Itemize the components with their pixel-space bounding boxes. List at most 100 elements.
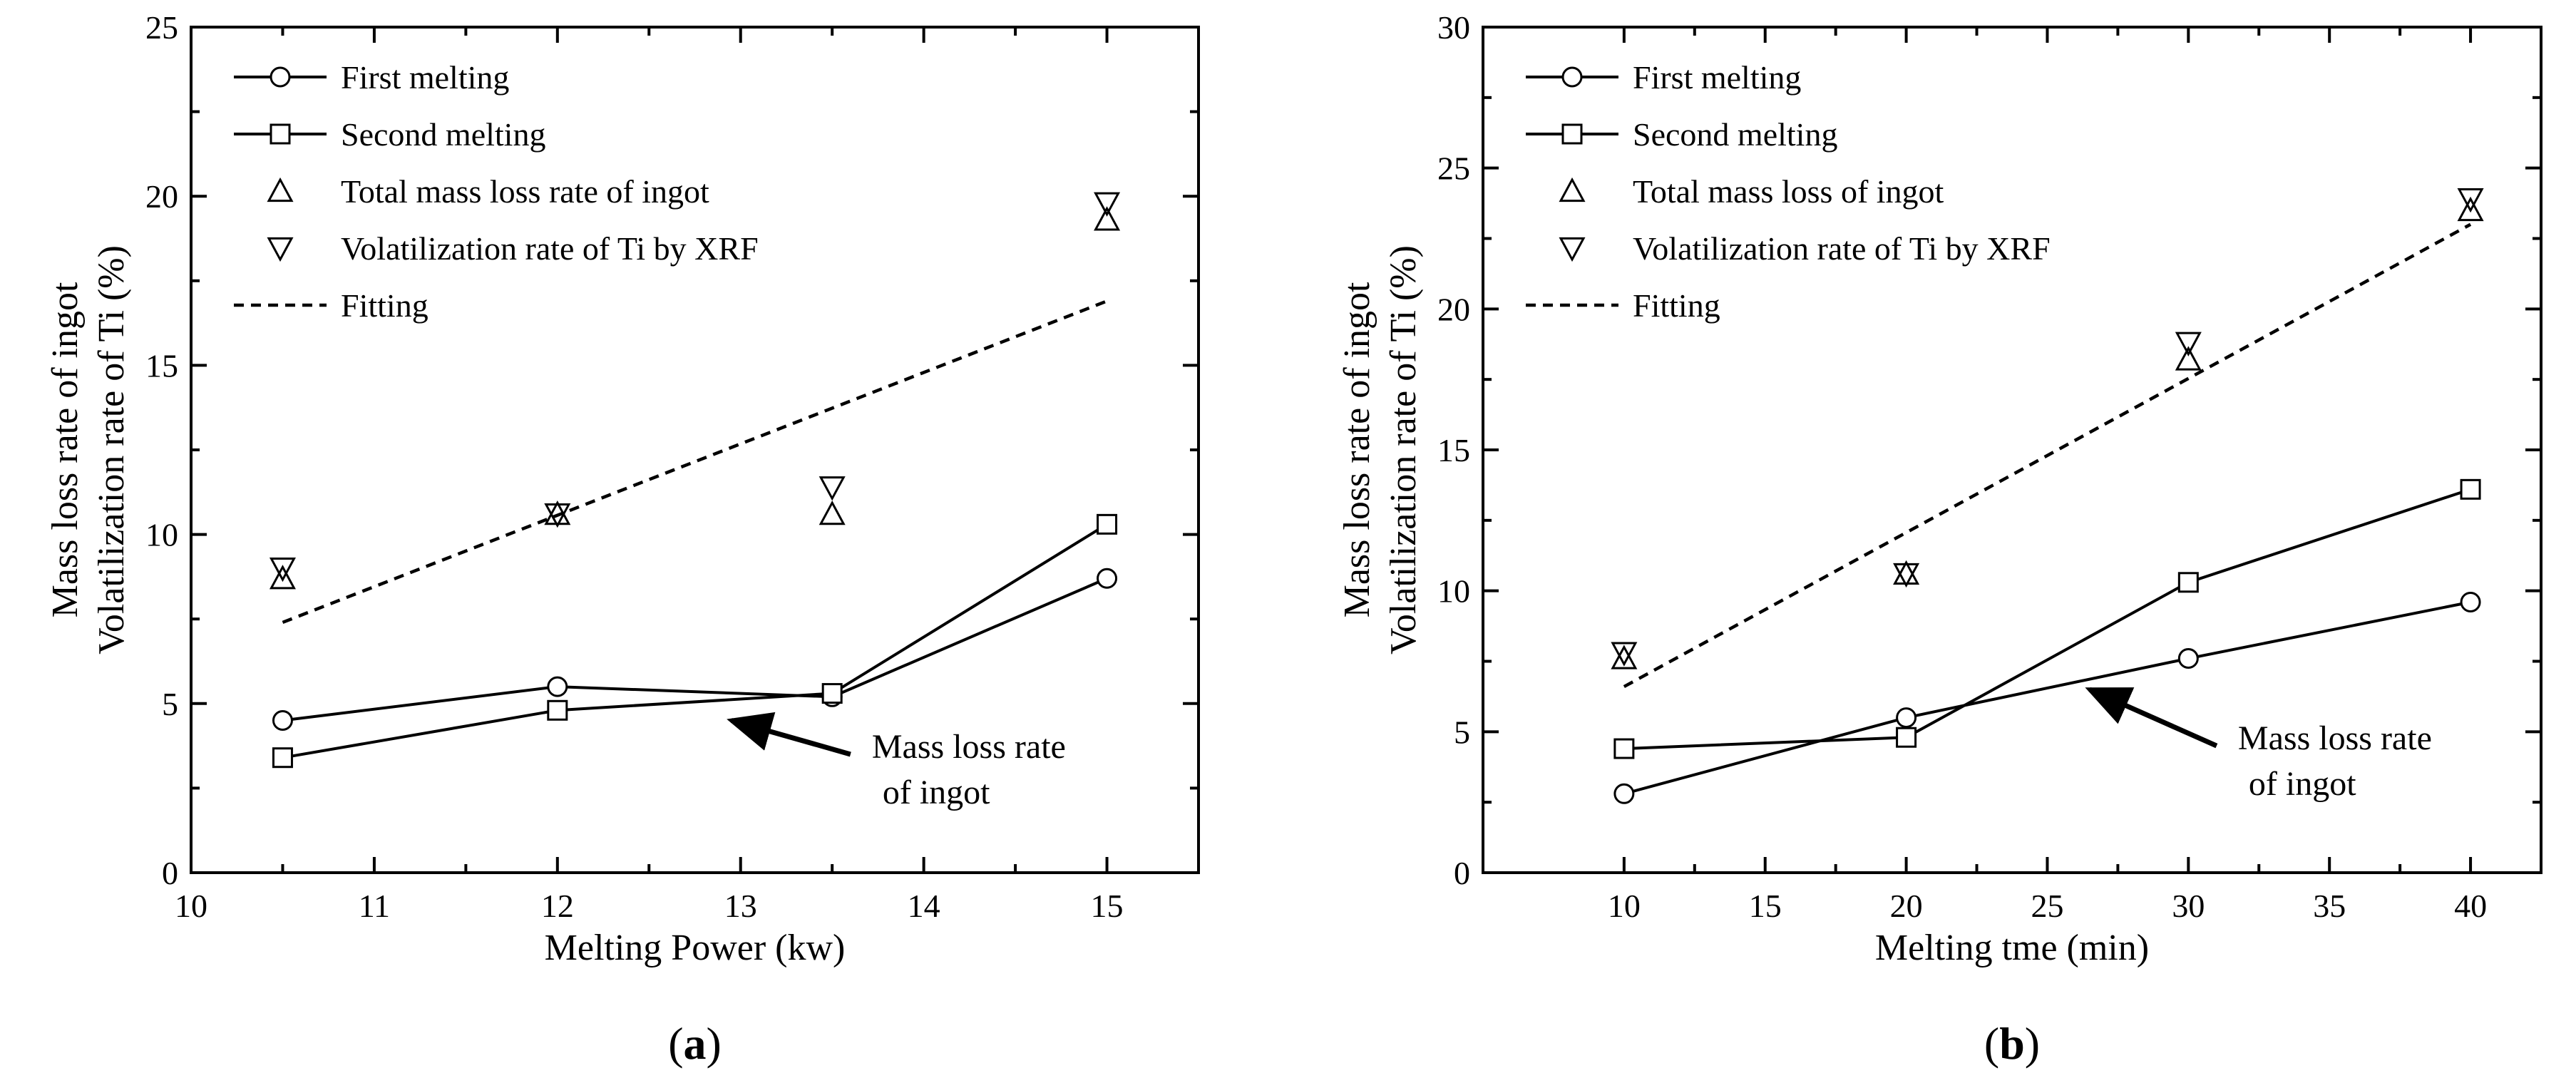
legend-triangle-down-marker [267, 237, 294, 262]
x-tick-label: 30 [2172, 888, 2205, 924]
chart-panel-a: 10 11 12 13 14 15 0 5 10 15 20 25 Melting Power (kw)… [45, 9, 1200, 1069]
legend-label: Total mass loss rate of ingot [341, 173, 709, 210]
series-second-melting-point [2460, 478, 2481, 500]
y-tick-label: 25 [1437, 150, 1470, 187]
annotation-arrow [2085, 687, 2218, 749]
y-axis-label-line1: Mass loss rate of ingot [45, 282, 86, 617]
legend-label: Volatilization rate of Ti by XRF [341, 230, 759, 267]
series-second-melting-line [282, 523, 1108, 759]
series-total-mass-loss-rate-of-ingot-point [544, 500, 571, 525]
y-tick-label: 5 [162, 686, 178, 722]
legend-label: Volatilization rate of Ti by XRF [1633, 230, 2051, 267]
x-tick-label: 40 [2454, 888, 2487, 924]
y-tick-label: 0 [1454, 855, 1470, 891]
y-tick-label: 5 [1454, 714, 1470, 750]
x-tick-label: 11 [359, 888, 390, 924]
x-tick-label: 15 [1749, 888, 1782, 924]
caption-close: ) [707, 1018, 722, 1069]
legend-label: First melting [341, 59, 509, 96]
x-tick-label: 20 [1890, 888, 1923, 924]
series-volatilization-rate-of-ti-by-xrf-point [544, 503, 571, 528]
series-first-melting-point [547, 676, 568, 697]
series-total-mass-loss-rate-of-ingot-point [1094, 206, 1121, 231]
panel-caption: (a) [668, 1018, 722, 1069]
series-volatilization-rate-of-ti-by-xrf-point [1611, 642, 1638, 667]
x-tick-label: 35 [2313, 888, 2346, 924]
series-first-melting-point [2177, 648, 2199, 669]
caption-open: ( [668, 1018, 683, 1069]
chart-panel-b: 10 15 20 25 30 35 40 0 5 10 15 20 25 30 Melting tme (m… [1337, 9, 2542, 1069]
y-axis-label-line2: Volatilization rate of Ti (%) [1383, 245, 1424, 655]
y-tick-label: 20 [145, 178, 178, 215]
legend-label: Second melting [1633, 116, 1837, 153]
legend-triangle-up-marker [267, 177, 294, 202]
series-volatilization-rate-of-ti-by-xrf-point [2175, 332, 2202, 356]
y-axis-label-line1: Mass loss rate of ingot [1337, 282, 1377, 617]
legend-label: Total mass loss of ingot [1633, 173, 1944, 210]
series-first-melting-point [1896, 707, 1917, 729]
series-total-mass-loss-of-ingot-point [2175, 346, 2202, 371]
annotation-text-line2: of ingot [2249, 765, 2356, 803]
x-axis-label: Melting tme (min) [1875, 928, 2149, 968]
series-volatilization-rate-of-ti-by-xrf-point [269, 557, 296, 582]
legend-square-marker [270, 123, 291, 145]
caption-letter: a [684, 1018, 707, 1069]
series-total-mass-loss-of-ingot-point [1893, 560, 1920, 585]
legend-label: Fitting [341, 287, 429, 324]
x-tick-label: 12 [541, 888, 574, 924]
series-second-melting-point [1896, 727, 1917, 748]
panel-caption: (b) [1984, 1018, 2040, 1069]
annotation-text-line2: of ingot [883, 774, 990, 811]
series-second-melting-point [1613, 738, 1635, 759]
y-tick-label: 0 [162, 855, 178, 891]
series-second-melting-point [2177, 572, 2199, 593]
y-axis-label-line2: Volatilization rate of Ti (%) [91, 245, 132, 655]
x-tick-label: 15 [1091, 888, 1124, 924]
x-tick-label: 25 [2031, 888, 2063, 924]
series-second-melting-line [1623, 488, 2471, 751]
annotation-arrow [727, 712, 851, 757]
series-second-melting-point [1097, 513, 1118, 535]
series-total-mass-loss-rate-of-ingot-point [269, 565, 296, 590]
legend-square-marker [1561, 123, 1583, 145]
series-total-mass-loss-of-ingot-point [2457, 196, 2484, 222]
series-first-melting-line [1623, 600, 2471, 796]
series-volatilization-rate-of-ti-by-xrf-point [2457, 188, 2484, 213]
y-tick-label: 15 [1437, 432, 1470, 468]
series-first-melting-point [272, 710, 293, 732]
x-tick-label: 10 [1608, 888, 1641, 924]
series-first-melting-point [2460, 591, 2481, 612]
series-volatilization-rate-of-ti-by-xrf-point [1893, 563, 1920, 588]
series-second-melting-point [547, 699, 568, 721]
fitting-line [1623, 222, 2472, 689]
caption-open: ( [1984, 1018, 1999, 1069]
y-tick-label: 20 [1437, 291, 1470, 327]
series-volatilization-rate-of-ti-by-xrf-point [1094, 192, 1121, 217]
y-tick-label: 15 [145, 347, 178, 384]
series-first-melting-point [1097, 568, 1118, 589]
y-tick-label: 30 [1437, 9, 1470, 46]
annotation-text-line1: Mass loss rate [872, 728, 1066, 766]
series-first-melting-point [1613, 783, 1635, 804]
series-second-melting-point [272, 747, 293, 769]
legend-label: Second melting [341, 116, 545, 153]
x-tick-label: 10 [175, 888, 207, 924]
y-tick-label: 10 [145, 517, 178, 553]
annotation-text-line1: Mass loss rate [2238, 719, 2432, 757]
fitting-line [282, 299, 1108, 625]
caption-close: ) [2025, 1018, 2040, 1069]
legend-label: First melting [1633, 59, 1801, 96]
legend-label: Fitting [1633, 287, 1720, 324]
legend-circle-marker [1561, 66, 1583, 88]
caption-letter: b [1999, 1018, 2025, 1069]
legend-triangle-down-marker [1559, 237, 1586, 262]
series-total-mass-loss-of-ingot-point [1611, 645, 1638, 669]
series-first-melting-line [282, 577, 1108, 722]
series-volatilization-rate-of-ti-by-xrf-point [819, 476, 846, 501]
x-axis-label: Melting Power (kw) [545, 928, 846, 968]
legend-circle-marker [270, 66, 291, 88]
x-tick-label: 14 [908, 888, 940, 924]
series-total-mass-loss-rate-of-ingot-point [819, 500, 846, 525]
series-second-melting-point [821, 683, 843, 704]
